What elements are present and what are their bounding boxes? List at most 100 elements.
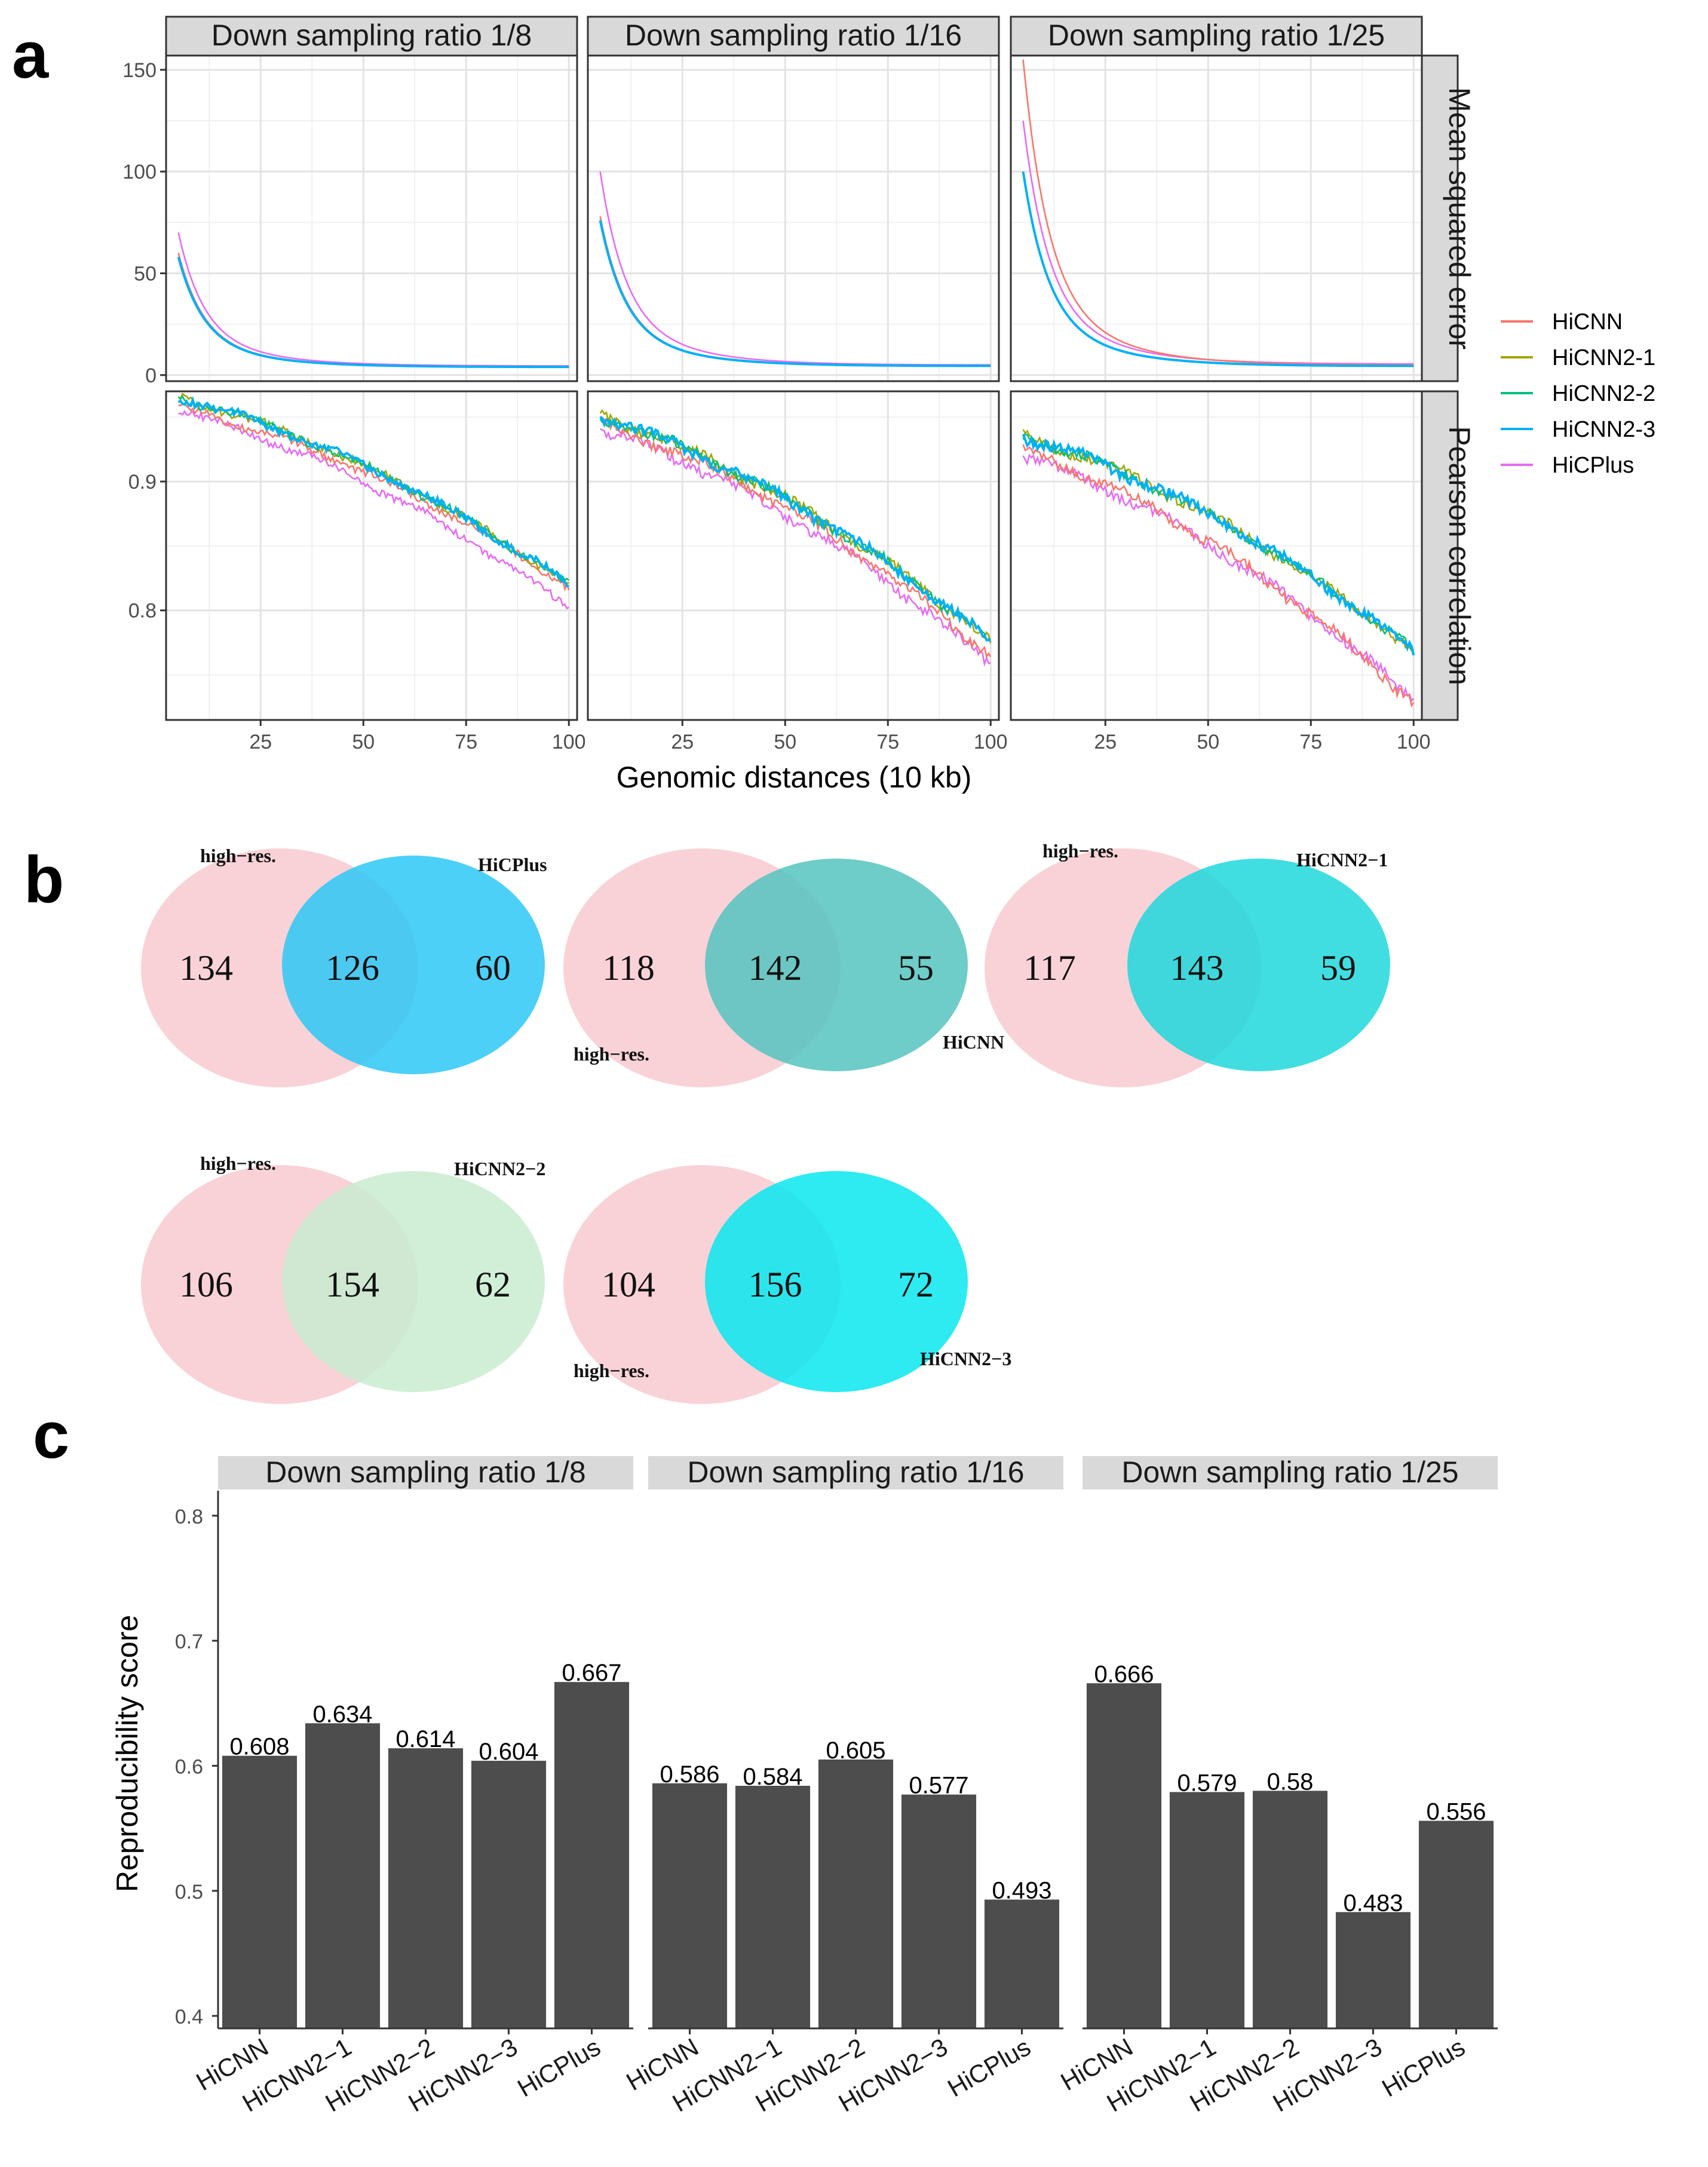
venn-diagram-4: 106 154 62 high−res. HiCNN2−2 — [141, 1153, 545, 1404]
bar-value-label: 0.483 — [1343, 1890, 1403, 1916]
venn-count-overlap: 142 — [749, 948, 802, 988]
bar-HiCNN2−3 — [471, 1761, 547, 2028]
facet-background — [588, 391, 999, 720]
venn-count-right: 55 — [898, 948, 934, 988]
bar-HiCNN — [1086, 1683, 1162, 2028]
facet-strip-row-label: Mean squared error — [1443, 87, 1476, 350]
venn-label-right: HiCNN2−3 — [920, 1348, 1011, 1369]
facet-strip-label: Down sampling ratio 1/16 — [625, 19, 962, 52]
series-line-HiCNN2-3 — [177, 256, 569, 369]
facet-strip-label: Down sampling ratio 1/8 — [211, 19, 532, 52]
venn-count-right: 72 — [898, 1265, 934, 1304]
y-tick-label: 0.4 — [175, 2006, 203, 2028]
venn-label-left: high−res. — [574, 1043, 649, 1065]
bar-HiCNN2−1 — [305, 1723, 381, 2028]
facet-strip — [218, 1456, 633, 1489]
bar-HiCPlus — [984, 1899, 1060, 2028]
y-tick-label: 0.5 — [175, 1881, 203, 1904]
legend-label: HiCPlus — [1552, 453, 1634, 478]
venn-count-left: 117 — [1023, 948, 1076, 988]
bar-HiCNN2−2 — [1252, 1791, 1328, 2028]
y-tick-label: 0.9 — [128, 471, 157, 494]
facet-strip — [1010, 16, 1423, 57]
venn-label-left: high−res. — [574, 1360, 649, 1381]
x-axis-title: Genomic distances (10 kb) — [617, 761, 972, 794]
bar-value-label: 0.666 — [1094, 1661, 1154, 1687]
series-line-HiCNN2-3 — [1022, 433, 1415, 656]
venn-label-left: high−res. — [1042, 840, 1118, 862]
legend-label: HiCNN2-3 — [1552, 417, 1655, 442]
facet-strip-label: Down sampling ratio 1/25 — [1048, 19, 1385, 52]
x-tick-label: 25 — [671, 731, 694, 753]
panel-a-legend: HiCNN HiCNN2-1 HiCNN2-2 HiCNN2-3 HiCPlus — [1501, 309, 1655, 478]
facet-background — [1011, 56, 1422, 381]
bar-HiCNN2−2 — [388, 1748, 464, 2028]
facet-border — [587, 390, 1000, 721]
panel-b-venn-diagrams: 134 126 60 high−res. HiCPlus 118 142 55 high−res… — [141, 840, 1390, 1404]
facet-strip-label: Down sampling ratio 1/25 — [1121, 1455, 1458, 1489]
x-tick-label: 50 — [1197, 731, 1219, 753]
series-line-HiCPlus — [1022, 453, 1415, 703]
venn-count-overlap: 126 — [326, 948, 379, 988]
venn-set-method — [282, 1171, 545, 1392]
x-tick-label: 75 — [876, 731, 899, 753]
facet-pearson-1: 0.8 0.9 25 50 75 100 — [128, 390, 586, 753]
series-line-HiCNN2-3 — [177, 396, 569, 588]
panel-letter-a: a — [12, 19, 49, 92]
facet-strip-row-label: Pearson correlation — [1443, 426, 1476, 685]
venn-count-overlap: 154 — [326, 1265, 379, 1304]
series-line-HiCNN2-3 — [1022, 171, 1414, 367]
facet-background — [166, 391, 577, 720]
venn-diagram-2: 118 142 55 high−res. HiCNN — [563, 848, 1004, 1087]
x-category-label: HiCPlus — [943, 2033, 1035, 2102]
bar-value-label: 0.604 — [479, 1739, 538, 1765]
bar-value-label: 0.614 — [395, 1726, 455, 1752]
facet-strip-row — [1421, 390, 1459, 721]
venn-count-right: 59 — [1320, 948, 1356, 988]
venn-label-right: HiCNN — [943, 1031, 1004, 1053]
bar-facet-1: Down sampling ratio 1/80.608HiCNN0.634Hi… — [191, 1455, 633, 2117]
venn-set-method — [705, 859, 968, 1071]
y-tick-label: 150 — [122, 59, 157, 82]
facet-strip — [1083, 1456, 1498, 1489]
bar-value-label: 0.577 — [909, 1773, 968, 1799]
venn-label-right: HiCNN2−1 — [1296, 849, 1388, 871]
venn-count-left: 134 — [179, 948, 233, 988]
bar-HiCNN2−3 — [901, 1794, 977, 2028]
venn-diagram-5: 104 156 72 high−res. HiCNN2−3 — [563, 1165, 1011, 1404]
legend-label: HiCNN2-1 — [1552, 345, 1655, 370]
bar-facet-2: Down sampling ratio 1/160.586HiCNN0.584H… — [621, 1455, 1063, 2117]
facet-strip — [648, 1456, 1063, 1489]
bar-HiCNN2−1 — [735, 1785, 811, 2028]
series-line-HiCNN — [1022, 444, 1415, 708]
x-tick-label: 50 — [774, 731, 796, 753]
bar-value-label: 0.608 — [229, 1734, 289, 1760]
bar-HiCNN2−2 — [818, 1760, 894, 2028]
venn-diagram-3: 117 143 59 high−res. HiCNN2−1 — [985, 840, 1390, 1087]
y-tick-label: 0.6 — [175, 1755, 203, 1778]
facet-strip — [165, 16, 578, 57]
venn-count-left: 104 — [602, 1265, 655, 1304]
bar-facet-3: Down sampling ratio 1/250.666HiCNN0.579H… — [1056, 1455, 1498, 2117]
venn-label-right: HiCPlus — [478, 854, 547, 875]
x-category-label: HiCPlus — [513, 2033, 605, 2102]
facet-mse-3 — [1010, 54, 1423, 382]
facet-mse-1: 0 50 100 150 — [122, 54, 578, 387]
facet-pearson-2: 25 50 75 100 — [587, 390, 1008, 753]
bar-HiCPlus — [1418, 1820, 1494, 2028]
bar-HiCPlus — [554, 1682, 630, 2028]
bar-value-label: 0.556 — [1426, 1799, 1486, 1825]
x-tick-label: 25 — [249, 731, 272, 753]
venn-label-left: high−res. — [200, 1153, 276, 1174]
bar-HiCNN2−1 — [1169, 1792, 1245, 2028]
bar-value-label: 0.493 — [992, 1877, 1051, 1904]
series-line-HiCNN2-3 — [599, 415, 991, 642]
series-line-HiCNN — [599, 416, 992, 659]
facet-pearson-3: 25 50 75 100 — [1010, 390, 1431, 753]
venn-count-right: 60 — [475, 948, 511, 988]
x-tick-label: 75 — [1299, 731, 1322, 753]
x-tick-label: 100 — [974, 731, 1008, 753]
series-line-HiCNN2-3 — [599, 220, 991, 367]
venn-set-method — [1127, 859, 1390, 1071]
